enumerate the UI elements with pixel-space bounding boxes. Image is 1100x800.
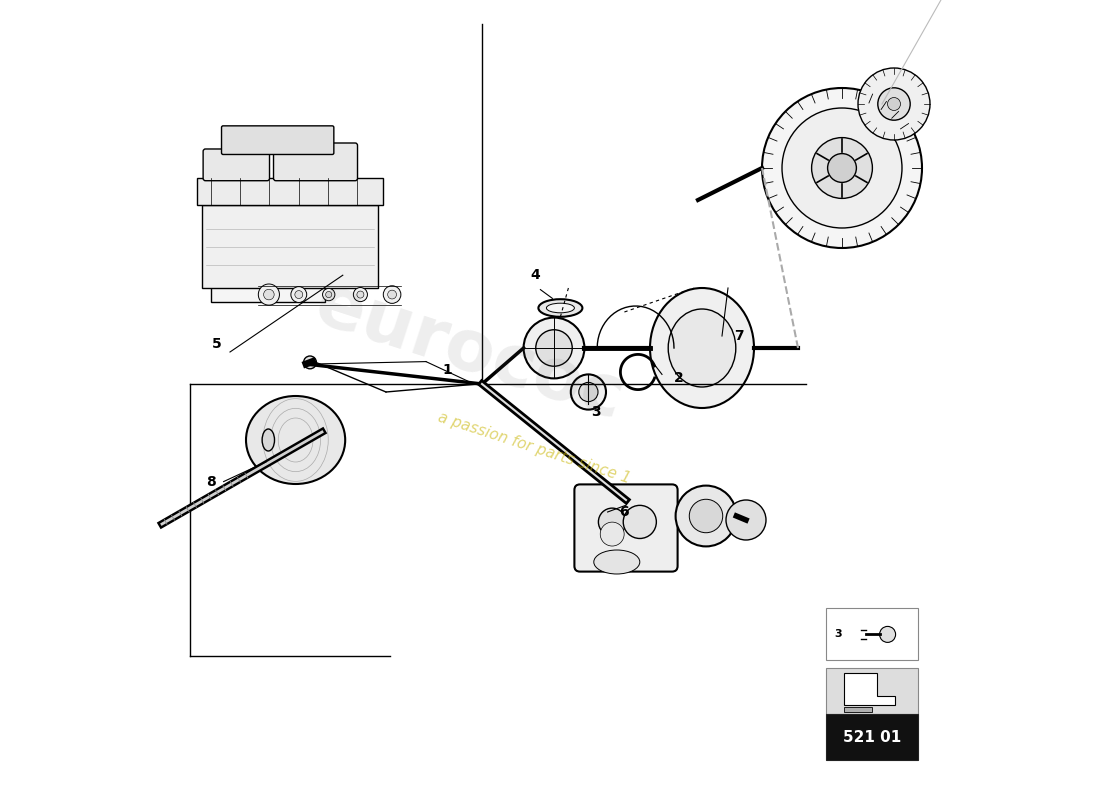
Text: 6: 6 (619, 505, 629, 519)
Circle shape (888, 98, 901, 110)
Circle shape (258, 284, 279, 305)
Circle shape (295, 290, 302, 298)
Circle shape (326, 291, 332, 298)
Bar (826, 668, 918, 714)
FancyBboxPatch shape (574, 484, 678, 571)
Text: 3: 3 (834, 630, 842, 639)
Bar (202, 206, 378, 287)
Circle shape (782, 108, 902, 228)
Circle shape (383, 286, 400, 303)
Circle shape (878, 88, 910, 120)
Ellipse shape (668, 309, 736, 387)
Text: 4: 4 (530, 267, 540, 282)
Circle shape (387, 290, 396, 299)
FancyBboxPatch shape (221, 126, 333, 154)
Ellipse shape (594, 550, 640, 574)
Circle shape (690, 499, 723, 533)
Circle shape (726, 500, 766, 540)
Text: 8: 8 (206, 474, 216, 489)
Circle shape (880, 626, 895, 642)
Text: 7: 7 (734, 329, 744, 343)
Circle shape (524, 318, 584, 378)
Circle shape (322, 288, 334, 301)
Ellipse shape (262, 429, 275, 451)
Circle shape (762, 88, 922, 248)
Polygon shape (845, 673, 895, 705)
Text: 521 01: 521 01 (843, 730, 901, 745)
Circle shape (601, 522, 624, 546)
Circle shape (624, 506, 657, 538)
Text: 1: 1 (442, 362, 452, 377)
Bar (211, 284, 326, 302)
Circle shape (598, 508, 626, 536)
Bar (826, 714, 918, 760)
Text: a passion for parts since 1: a passion for parts since 1 (436, 410, 632, 486)
Text: 3: 3 (592, 405, 602, 419)
Ellipse shape (547, 303, 574, 313)
Bar (826, 608, 918, 660)
Circle shape (353, 287, 367, 302)
Circle shape (290, 286, 307, 302)
Text: 2: 2 (674, 371, 684, 386)
Circle shape (675, 486, 736, 546)
Circle shape (858, 68, 930, 140)
Polygon shape (845, 706, 872, 712)
Circle shape (536, 330, 572, 366)
Bar (197, 178, 383, 206)
Circle shape (264, 290, 274, 300)
Ellipse shape (650, 288, 754, 408)
Circle shape (571, 374, 606, 410)
FancyBboxPatch shape (274, 143, 358, 181)
Ellipse shape (246, 396, 345, 484)
Circle shape (579, 382, 598, 402)
Ellipse shape (538, 299, 582, 317)
Text: eurococ: eurococ (307, 270, 634, 434)
Circle shape (356, 291, 364, 298)
Circle shape (304, 356, 317, 369)
Text: 5: 5 (212, 337, 222, 351)
Circle shape (827, 154, 857, 182)
FancyBboxPatch shape (204, 149, 270, 181)
Circle shape (812, 138, 872, 198)
